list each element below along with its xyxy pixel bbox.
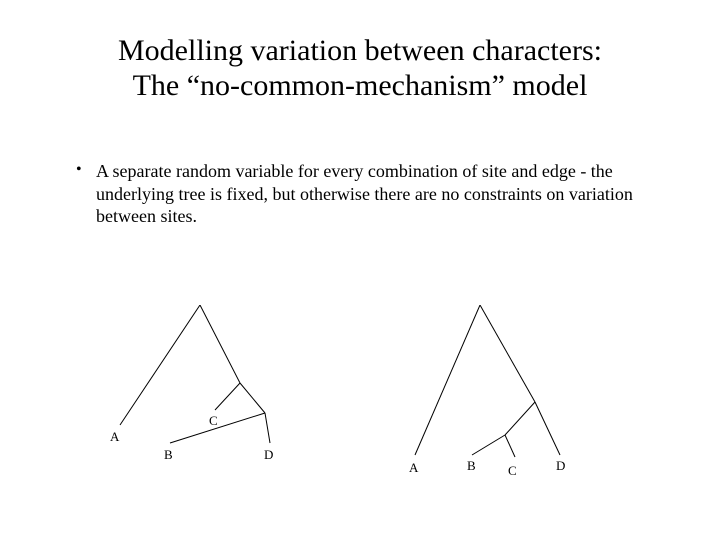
leaf-label: C: [209, 413, 218, 429]
slide-title: Modelling variation between characters: …: [0, 34, 720, 103]
leaf-label: B: [164, 447, 173, 463]
slide: Modelling variation between characters: …: [0, 0, 720, 540]
leaf-label: A: [409, 460, 418, 476]
leaf-label: D: [264, 447, 273, 463]
bullet-text: A separate random variable for every com…: [96, 160, 656, 228]
tree-diagram-right: ABCD: [380, 305, 600, 475]
bullet-marker: •: [76, 160, 96, 181]
tree-edge: [240, 383, 265, 413]
leaf-label: D: [556, 458, 565, 474]
title-line-1: Modelling variation between characters:: [0, 34, 720, 69]
tree-edge: [265, 413, 270, 443]
tree-edge: [415, 305, 480, 455]
tree-edge: [535, 402, 560, 455]
tree-edge: [505, 402, 535, 435]
tree-edge: [472, 435, 505, 455]
tree-edge: [505, 435, 515, 457]
tree-edge: [215, 383, 240, 410]
tree-svg: [380, 305, 600, 475]
tree-edge: [480, 305, 535, 402]
bullet-item: • A separate random variable for every c…: [76, 160, 656, 228]
tree-svg: [110, 305, 290, 465]
leaf-label: A: [110, 429, 119, 445]
leaf-label: B: [467, 458, 476, 474]
tree-edge: [120, 305, 200, 425]
title-line-2: The “no-common-mechanism” model: [0, 69, 720, 104]
tree-edge: [200, 305, 240, 383]
tree-diagram-left: A B C D: [110, 305, 290, 465]
leaf-label: C: [508, 463, 517, 479]
